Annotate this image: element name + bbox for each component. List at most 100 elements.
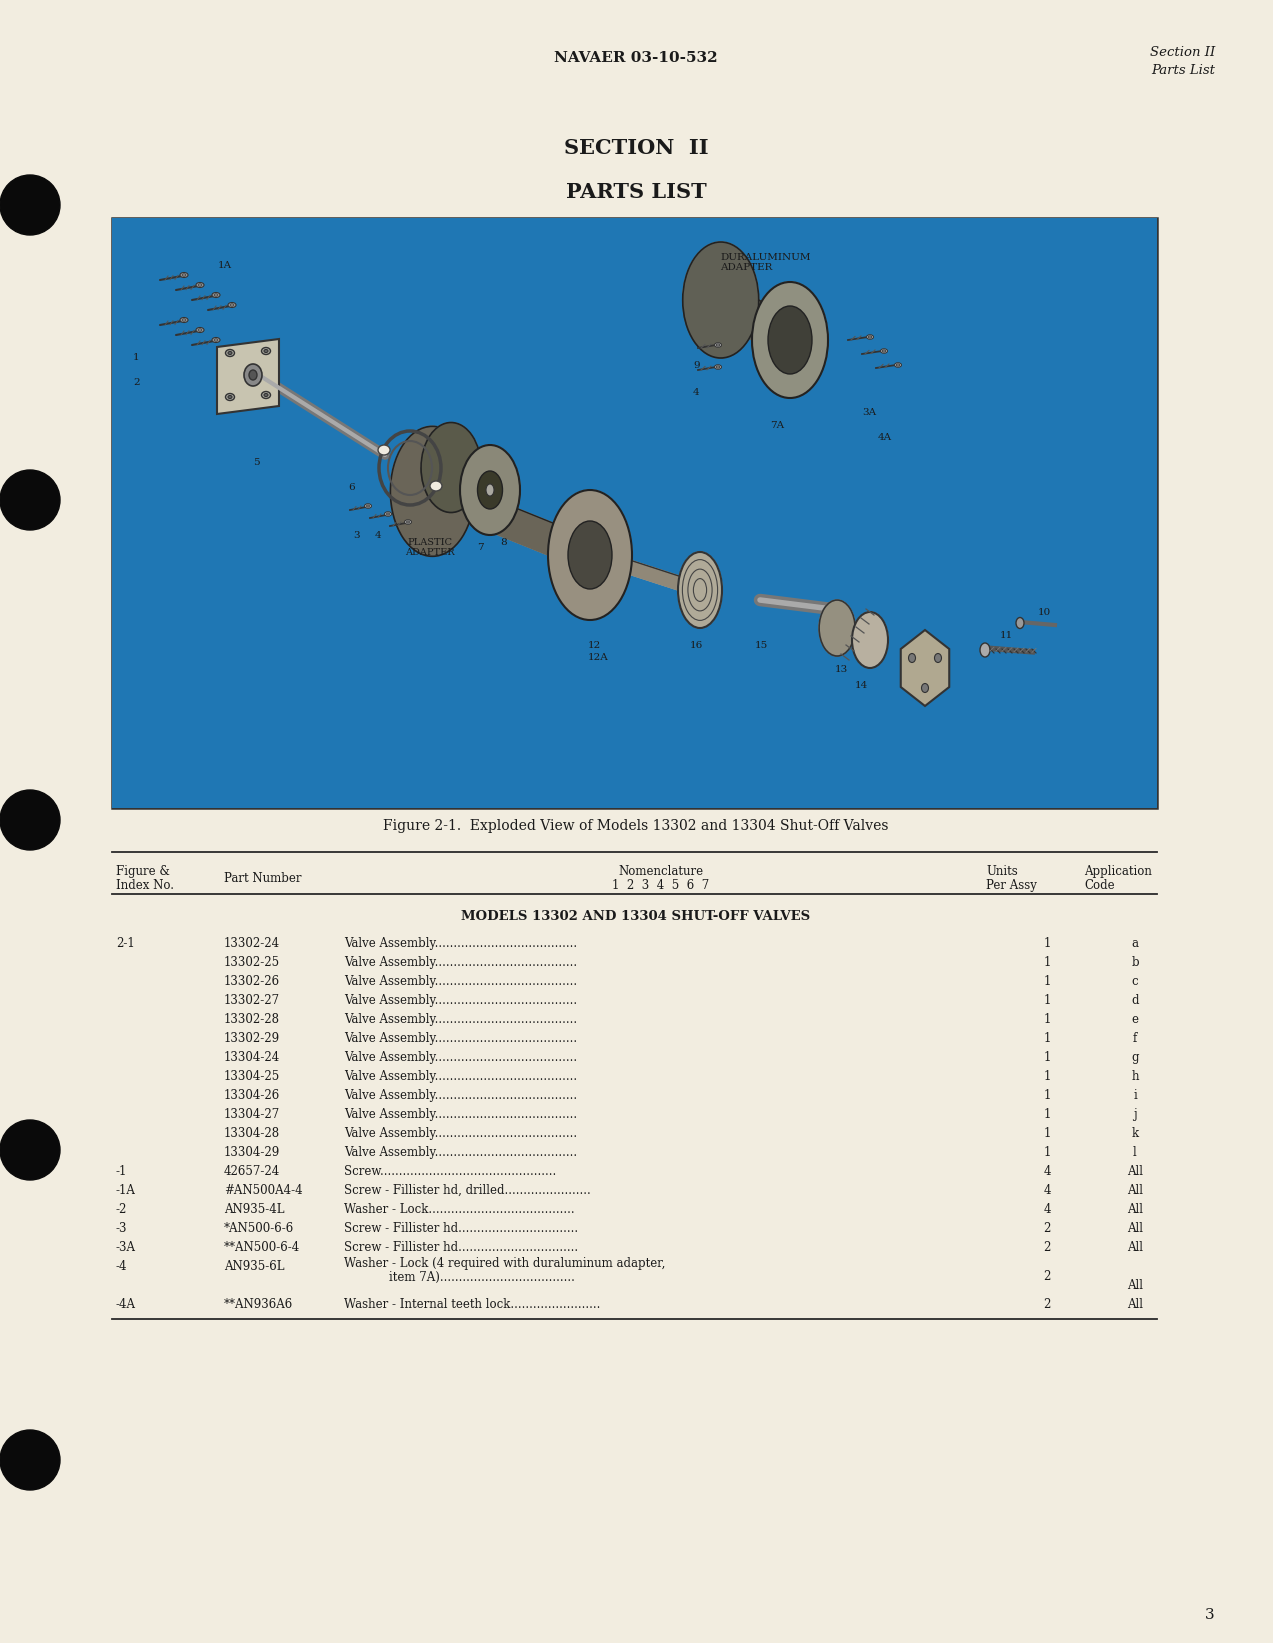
Text: g: g [1132, 1052, 1139, 1065]
Ellipse shape [196, 283, 204, 288]
Ellipse shape [406, 521, 410, 522]
Text: -1A: -1A [116, 1185, 136, 1198]
Ellipse shape [264, 350, 269, 353]
Text: e: e [1132, 1014, 1138, 1025]
Text: 4: 4 [693, 388, 700, 398]
Polygon shape [682, 301, 827, 398]
Text: -4: -4 [116, 1260, 127, 1273]
Text: Figure &: Figure & [116, 864, 169, 877]
Text: All: All [1127, 1185, 1143, 1198]
Ellipse shape [264, 394, 269, 396]
Ellipse shape [225, 394, 234, 401]
Text: 13302-26: 13302-26 [224, 974, 280, 987]
Text: 1: 1 [1044, 937, 1050, 950]
Text: PLASTIC
ADAPTER: PLASTIC ADAPTER [405, 537, 454, 557]
Text: Valve Assembly......................................: Valve Assembly..........................… [344, 1089, 577, 1102]
Ellipse shape [387, 513, 390, 514]
Text: Valve Assembly......................................: Valve Assembly..........................… [344, 1127, 577, 1140]
Ellipse shape [261, 348, 270, 355]
Text: Application: Application [1085, 864, 1152, 877]
Ellipse shape [179, 273, 188, 278]
Text: 1: 1 [132, 353, 140, 361]
Ellipse shape [228, 352, 232, 355]
Text: 13302-24: 13302-24 [224, 937, 280, 950]
Text: 4A: 4A [878, 434, 892, 442]
Text: Valve Assembly......................................: Valve Assembly..........................… [344, 956, 577, 969]
Text: 1A: 1A [218, 261, 232, 269]
Text: j: j [1133, 1107, 1137, 1121]
Text: 2-1: 2-1 [116, 937, 135, 950]
Ellipse shape [486, 485, 494, 496]
Text: **AN500-6-4: **AN500-6-4 [224, 1240, 300, 1254]
Text: i: i [1133, 1089, 1137, 1102]
Text: 1: 1 [1044, 1070, 1050, 1083]
Ellipse shape [213, 292, 220, 297]
Text: 13302-27: 13302-27 [224, 994, 280, 1007]
Ellipse shape [477, 472, 503, 509]
Ellipse shape [182, 319, 186, 322]
Text: a: a [1132, 937, 1138, 950]
Ellipse shape [819, 600, 855, 656]
Ellipse shape [717, 366, 719, 368]
Polygon shape [819, 628, 889, 669]
Ellipse shape [250, 370, 257, 380]
Polygon shape [901, 629, 950, 706]
Text: All: All [1127, 1278, 1143, 1291]
Text: Code: Code [1085, 879, 1115, 892]
Text: item 7A)....................................: item 7A)................................… [344, 1272, 575, 1285]
Ellipse shape [421, 422, 481, 513]
Text: Valve Assembly......................................: Valve Assembly..........................… [344, 1070, 577, 1083]
Text: PARTS LIST: PARTS LIST [565, 182, 707, 202]
Ellipse shape [922, 683, 928, 692]
Ellipse shape [384, 511, 392, 516]
Text: h: h [1132, 1070, 1139, 1083]
Text: AN935-4L: AN935-4L [224, 1203, 284, 1216]
Ellipse shape [179, 317, 188, 322]
Bar [112, 219, 1157, 808]
Text: Valve Assembly......................................: Valve Assembly..........................… [344, 994, 577, 1007]
Ellipse shape [881, 348, 887, 353]
Polygon shape [682, 242, 827, 340]
Text: DURALUMINUM
ADAPTER: DURALUMINUM ADAPTER [721, 253, 811, 273]
Ellipse shape [717, 343, 719, 347]
Text: All: All [1127, 1165, 1143, 1178]
Text: AN935-6L: AN935-6L [224, 1260, 284, 1273]
Ellipse shape [895, 363, 901, 368]
Text: -3A: -3A [116, 1240, 136, 1254]
Circle shape [0, 1121, 60, 1180]
Ellipse shape [228, 302, 236, 307]
Text: 5: 5 [253, 458, 260, 467]
Ellipse shape [430, 481, 442, 491]
Text: Washer - Lock (4 required with duraluminum adapter,: Washer - Lock (4 required with duralumin… [344, 1257, 666, 1270]
Ellipse shape [214, 338, 218, 342]
Text: 10: 10 [1037, 608, 1051, 618]
Ellipse shape [261, 391, 270, 399]
Circle shape [0, 470, 60, 531]
Circle shape [0, 176, 60, 235]
Text: 4: 4 [1044, 1165, 1050, 1178]
Text: 14: 14 [855, 680, 868, 690]
Text: d: d [1132, 994, 1139, 1007]
Polygon shape [819, 600, 889, 641]
Text: -1: -1 [116, 1165, 127, 1178]
Ellipse shape [568, 521, 612, 588]
Ellipse shape [199, 329, 202, 332]
Text: 13302-25: 13302-25 [224, 956, 280, 969]
Ellipse shape [378, 445, 390, 455]
Text: 16: 16 [690, 641, 703, 651]
Text: 9: 9 [693, 361, 700, 370]
Ellipse shape [882, 350, 886, 352]
Polygon shape [216, 338, 279, 414]
Ellipse shape [391, 426, 475, 557]
Ellipse shape [214, 294, 218, 296]
Text: 13304-27: 13304-27 [224, 1107, 280, 1121]
Text: Washer - Lock.......................................: Washer - Lock...........................… [344, 1203, 574, 1216]
Polygon shape [554, 513, 722, 590]
Text: 2: 2 [1044, 1270, 1050, 1283]
Text: 1: 1 [1044, 1089, 1050, 1102]
Text: 12: 12 [588, 641, 601, 651]
Text: #AN500A4-4: #AN500A4-4 [224, 1185, 303, 1198]
Text: 2: 2 [1044, 1240, 1050, 1254]
Text: 13304-28: 13304-28 [224, 1127, 280, 1140]
Polygon shape [421, 468, 519, 536]
